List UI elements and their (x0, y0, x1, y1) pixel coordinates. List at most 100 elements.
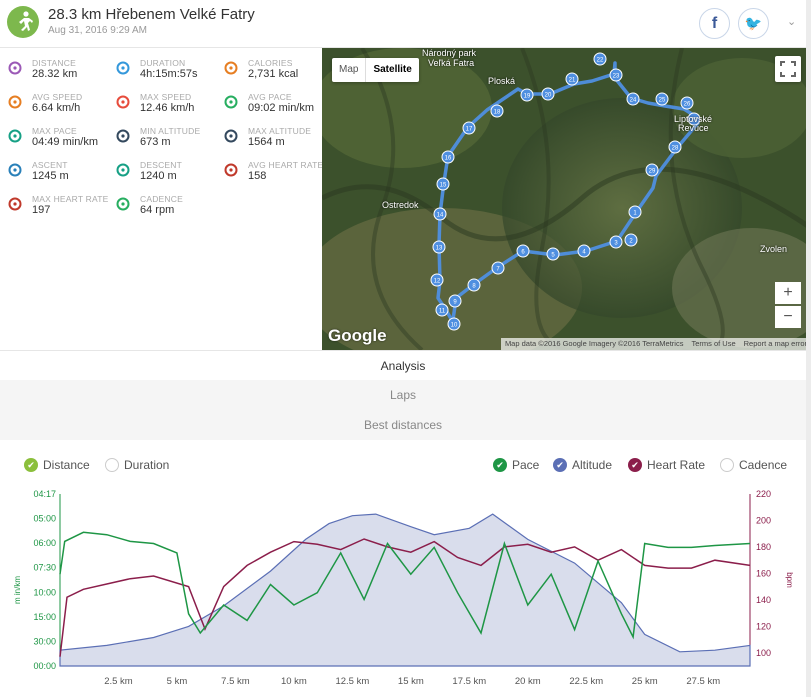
right-tick-label: 120 (756, 621, 771, 631)
map-label-ploska: Ploská (488, 76, 516, 86)
stat-value: 158 (248, 170, 267, 182)
analysis-chart[interactable]: 04:17 05:00 06:00 07:30 10:00 15:00 30:00 00:00… (0, 440, 806, 697)
left-tick-label: 00:00 (33, 661, 56, 671)
x-tick-label: 10 km (281, 676, 307, 687)
stat-value: 28.32 km (32, 68, 78, 80)
route-waypoint-marker[interactable]: 27 (687, 112, 701, 126)
flame-icon (224, 61, 238, 75)
stat-value: 4h:15m:57s (140, 68, 198, 80)
route-waypoint-marker[interactable]: 21 (565, 72, 579, 86)
stat-label: Cadence (140, 194, 183, 204)
route-waypoint-marker[interactable]: 14 (433, 207, 447, 221)
route-waypoint-marker[interactable]: 13 (432, 240, 446, 254)
left-tick-label: 15:00 (33, 612, 56, 622)
chevron-down-icon[interactable]: ⌄ (787, 16, 797, 28)
unchecked-circle-icon (720, 458, 734, 472)
svg-text:15: 15 (440, 183, 447, 189)
svg-text:6: 6 (521, 250, 525, 256)
route-waypoint-marker[interactable]: 20 (541, 87, 555, 101)
x-tick-label: 7.5 km (221, 676, 250, 687)
terms-of-use-link[interactable]: Terms of Use (691, 339, 736, 348)
route-waypoint-marker[interactable]: 4 (577, 244, 591, 258)
svg-text:7: 7 (496, 267, 500, 273)
svg-text:26: 26 (684, 102, 691, 108)
x-tick-label: 15 km (398, 676, 424, 687)
route-waypoint-marker[interactable]: 29 (645, 163, 659, 177)
map-attribution: Map data ©2016 Google Imagery ©2016 Terr… (500, 338, 811, 350)
option-label: Altitude (572, 458, 613, 472)
x-tick-label: 2.5 km (104, 676, 133, 687)
route-waypoint-marker[interactable]: 11 (435, 303, 449, 317)
route-waypoint-marker[interactable]: 24 (626, 92, 640, 106)
tab-laps[interactable]: Laps (0, 380, 806, 410)
stat-label: Ascent (32, 160, 68, 170)
route-waypoint-marker[interactable]: 10 (447, 317, 461, 331)
route-waypoint-marker[interactable]: 16 (441, 150, 455, 164)
svg-text:22: 22 (597, 58, 604, 64)
option-label: Heart Rate (647, 458, 706, 472)
route-waypoint-marker[interactable]: 6 (516, 244, 530, 258)
series-altitude-toggle[interactable]: ✔ Altitude (553, 458, 612, 472)
right-tick-label: 140 (756, 595, 771, 605)
route-waypoint-marker[interactable]: 5 (546, 247, 560, 261)
running-icon (7, 6, 39, 38)
stat-label: Avg Pace (248, 92, 292, 102)
right-tick-label: 180 (756, 542, 771, 552)
route-waypoint-marker[interactable]: 15 (436, 177, 450, 191)
route-waypoint-marker[interactable]: 26 (680, 96, 694, 110)
x-tick-label: 25 km (632, 676, 658, 687)
route-waypoint-marker[interactable]: 25 (655, 92, 669, 106)
page-scrollbar[interactable] (806, 0, 811, 697)
x-tick-label: 27.5 km (686, 676, 720, 687)
svg-text:12: 12 (434, 279, 441, 285)
svg-text:9: 9 (453, 300, 457, 306)
ascent-icon (8, 163, 22, 177)
route-waypoint-marker[interactable]: 8 (467, 278, 481, 292)
route-waypoint-marker[interactable]: 28 (668, 140, 682, 154)
map-data-credit: Map data ©2016 Google Imagery ©2016 Terr… (504, 339, 684, 348)
map-type-map-button[interactable]: Map (339, 64, 359, 75)
x-axis-duration-option[interactable]: Duration (105, 458, 169, 472)
svg-text:14: 14 (437, 213, 444, 219)
route-waypoint-marker[interactable]: 22 (593, 52, 607, 66)
series-pace-toggle[interactable]: ✔ Pace (493, 458, 539, 472)
route-waypoint-marker[interactable]: 19 (520, 88, 534, 102)
checkmark-icon: ✔ (553, 458, 567, 472)
route-waypoint-marker[interactable]: 9 (448, 294, 462, 308)
series-cadence-toggle[interactable]: Cadence (720, 458, 787, 472)
fullscreen-button[interactable] (775, 56, 801, 82)
series-heart-rate-toggle[interactable]: ✔ Heart Rate (628, 458, 705, 472)
pace-series (59, 531, 751, 640)
x-axis-distance-option[interactable]: ✔ Distance (24, 458, 90, 472)
route-waypoint-marker[interactable]: 12 (430, 273, 444, 287)
tab-best-distances[interactable]: Best distances (0, 410, 806, 440)
stopwatch-icon (116, 61, 130, 75)
svg-text:25: 25 (659, 98, 666, 104)
svg-text:8: 8 (472, 284, 476, 290)
route-waypoint-marker[interactable]: 18 (490, 104, 504, 118)
report-map-error-link[interactable]: Report a map error (743, 339, 807, 348)
left-tick-label: 07:30 (33, 563, 56, 573)
route-waypoint-marker[interactable]: 23 (609, 68, 623, 82)
speedometer-icon (116, 95, 130, 109)
zoom-out-button[interactable]: − (775, 306, 801, 328)
svg-text:19: 19 (524, 94, 531, 100)
left-axis-label: m in/km (13, 576, 22, 604)
stat-value: 09:02 min/km (248, 102, 315, 114)
route-waypoint-marker[interactable]: 17 (462, 121, 476, 135)
svg-text:2: 2 (629, 239, 633, 245)
facebook-share-button[interactable]: f (699, 8, 730, 39)
twitter-share-button[interactable]: 🐦 (738, 8, 769, 39)
stat-value: 197 (32, 204, 51, 216)
route-waypoint-marker[interactable]: 3 (609, 235, 623, 249)
tab-analysis[interactable]: Analysis (0, 350, 806, 380)
map-type-satellite-button[interactable]: Satellite (365, 58, 418, 82)
route-map[interactable]: 1 2 3 4 5 6 7 8 9 10 11 12 13 14 15 16 17 18 19 20 21 22 23 24 2… (322, 48, 811, 350)
route-waypoint-marker[interactable]: 7 (491, 261, 505, 275)
right-tick-label: 200 (756, 515, 771, 525)
zoom-in-button[interactable]: + (775, 282, 801, 304)
right-tick-label: 160 (756, 568, 771, 578)
route-waypoint-marker[interactable]: 2 (624, 233, 638, 247)
route-waypoint-marker[interactable]: 1 (628, 205, 642, 219)
